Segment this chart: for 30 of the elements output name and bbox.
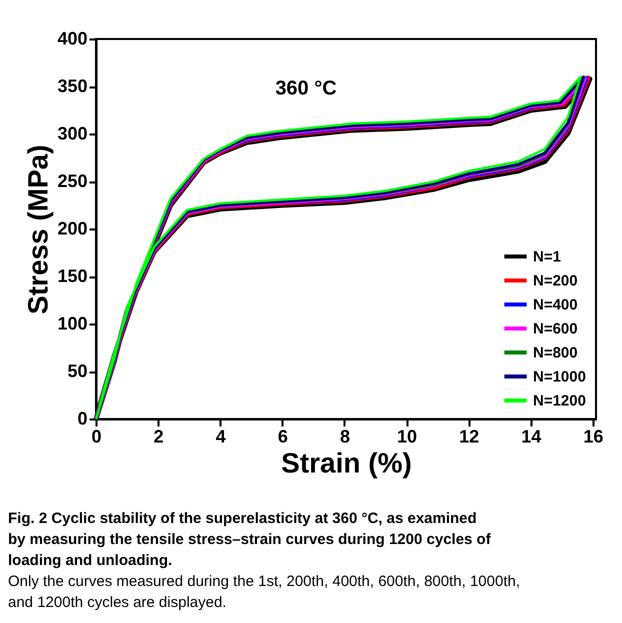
y-tick-label: 150 [57,266,88,286]
x-tick-label: 6 [278,426,288,446]
y-tick-label: 100 [57,314,88,334]
y-tick-label: 0 [77,408,88,428]
y-tick-label: 350 [57,76,88,96]
y-tick-label: 300 [57,124,88,144]
x-tick-label: 10 [397,426,418,446]
legend-label: N=1000 [533,368,586,386]
x-tick-label: 0 [91,426,102,446]
x-tick-label: 4 [216,426,226,446]
x-tick-label: 16 [583,426,604,446]
y-tick-label: 400 [57,28,88,48]
legend-label: N=400 [533,296,578,314]
y-tick-label: 250 [57,171,88,191]
x-tick-label: 14 [521,426,542,446]
x-tick-label: 2 [154,426,164,446]
y-tick-label: 50 [67,361,88,381]
y-tick-label: 200 [57,218,88,238]
text: Only the curves measured during the 1st, 200th, 400th, 600th, 800th, 1000th, and 1200th cycles are displayed. [8,573,520,611]
legend-label: N=1200 [533,392,586,410]
legend-label: N=800 [533,344,578,362]
x-tick-label: 12 [459,426,480,446]
y-axis-title: Stress (MPa) [22,144,54,314]
x-tick-label: 8 [340,426,350,446]
annotation: 360 °C [275,77,337,100]
x-axis-title: Strain (%) [281,448,412,478]
legend-label: N=1 [533,248,561,266]
legend-label: N=600 [533,320,578,338]
caption: Fig. 2 Cyclic stability of the superelasticity at 360 °C, as examined by measuring the tensile stress–strain curves during 1200 cycles of loading and unloading. [8,510,492,569]
legend-label: N=200 [533,272,578,290]
